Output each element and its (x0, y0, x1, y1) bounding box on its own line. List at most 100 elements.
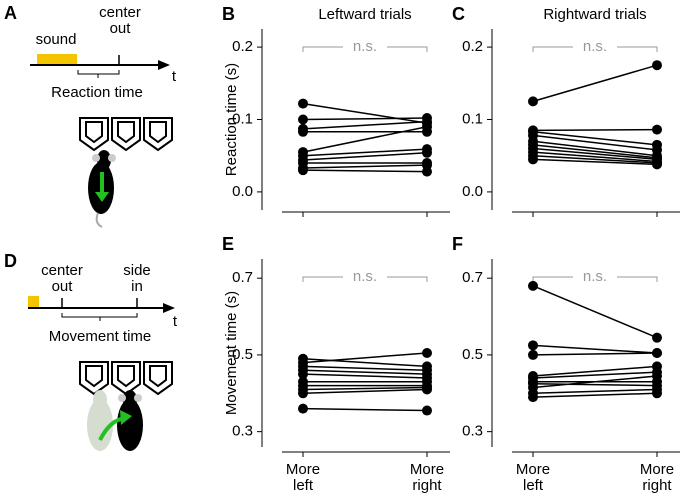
bracket (532, 46, 658, 52)
pair-line (302, 120, 428, 130)
panel-letter: B (222, 4, 235, 24)
pair-line (532, 151, 658, 163)
stimulus-label: sound (36, 31, 77, 48)
interval-label: Reaction time (51, 84, 143, 101)
point (652, 348, 662, 358)
point (528, 280, 538, 291)
ports (79, 361, 173, 396)
mouse (87, 390, 143, 451)
pair-line (532, 375, 658, 389)
y-tick-label: 0.1 (462, 110, 483, 127)
pair-line (532, 365, 658, 377)
y-tick-label: 0.7 (232, 269, 253, 286)
pair-line (532, 147, 658, 161)
point (652, 371, 662, 382)
pair-line (302, 388, 428, 395)
pair-line (302, 386, 428, 391)
pair-line (302, 126, 428, 153)
pair-line (532, 344, 658, 354)
chart-title: Rightward trials (543, 6, 646, 23)
point (298, 114, 308, 125)
pair-line (532, 371, 658, 379)
event-label: center out (41, 262, 83, 295)
x-tick-label: More right (409, 461, 445, 494)
bracket (61, 313, 138, 321)
ports (79, 117, 173, 152)
point (528, 96, 538, 107)
panel-letter: A (4, 3, 17, 23)
y-tick-label: 0.0 (462, 183, 483, 200)
point (528, 349, 538, 360)
pair-line (532, 154, 658, 164)
pair-line (532, 128, 658, 132)
point (528, 154, 538, 165)
point (652, 388, 662, 399)
pair-line (532, 388, 658, 395)
arrow-head (163, 303, 175, 313)
panel-letter: D (4, 251, 17, 271)
pair-line (302, 152, 428, 161)
point (422, 166, 432, 177)
time-label: t (172, 68, 177, 85)
pair-line (532, 285, 658, 339)
event-label: center out (99, 4, 141, 37)
event-label: side in (123, 262, 151, 295)
pair-line (532, 134, 658, 151)
y-tick-label: 0.0 (232, 183, 253, 200)
point (298, 369, 308, 380)
point (298, 388, 308, 399)
pair-line (302, 407, 428, 412)
point (422, 384, 432, 395)
arrow-head (158, 60, 170, 70)
y-tick-label: 0.5 (462, 346, 483, 363)
y-tick-label: 0.3 (462, 423, 483, 440)
pair-line (532, 131, 658, 146)
point (422, 121, 432, 132)
sound-bar (37, 54, 77, 65)
bracket (302, 276, 428, 282)
pair-line (302, 117, 428, 121)
pair-line (532, 392, 658, 398)
point (298, 98, 308, 109)
point (652, 60, 662, 71)
pair-line (302, 358, 428, 368)
point (298, 403, 308, 414)
point (528, 392, 538, 403)
pair-line (302, 148, 428, 157)
pair-line (532, 382, 658, 387)
annotation: n.s. (353, 38, 377, 55)
point (422, 147, 432, 158)
panel-letter: F (452, 234, 463, 254)
pair-line (532, 64, 658, 103)
point (652, 332, 662, 343)
y-axis-label: Reaction time (s) (223, 63, 240, 176)
y-tick-label: 0.2 (462, 38, 483, 55)
pair-line (302, 169, 428, 173)
pair-line (532, 144, 658, 159)
pair-line (302, 102, 428, 124)
y-axis-label: Movement time (s) (223, 291, 240, 415)
point (528, 340, 538, 351)
panel-letter: C (452, 4, 465, 24)
point (298, 126, 308, 137)
interval-label: Movement time (49, 328, 152, 345)
point (298, 165, 308, 176)
pair-line (302, 352, 428, 364)
annotation: n.s. (583, 38, 607, 55)
point (422, 348, 432, 358)
mouse (88, 150, 116, 228)
sound-bar (28, 296, 39, 307)
y-tick-label: 0.3 (232, 423, 253, 440)
pair-line (302, 365, 428, 372)
point (652, 159, 662, 170)
bracket (77, 70, 120, 78)
point (652, 124, 662, 135)
x-tick-label: More left (285, 461, 321, 494)
bracket (532, 276, 658, 282)
pair-line (532, 140, 658, 157)
point (422, 405, 432, 416)
bracket (302, 46, 428, 52)
pair-line (532, 158, 658, 166)
